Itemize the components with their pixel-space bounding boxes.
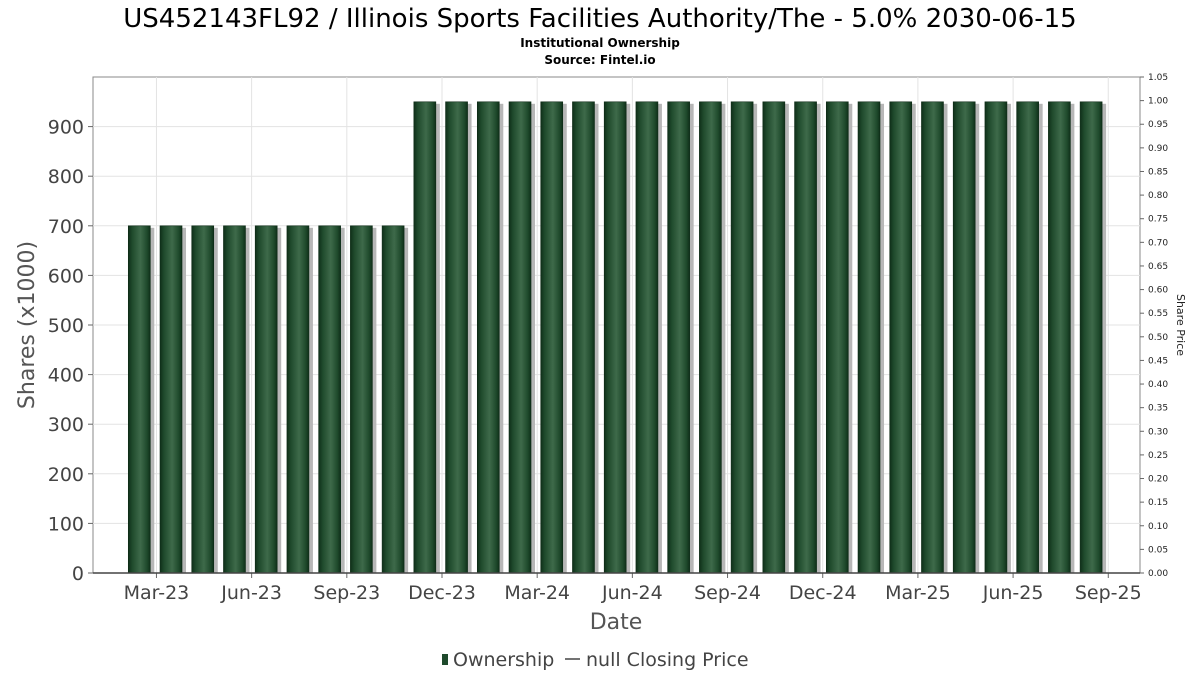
- left-tick-label: 200: [48, 464, 84, 486]
- left-tick-label: 800: [48, 166, 84, 188]
- left-tick-label: 400: [48, 365, 84, 387]
- right-tick-label: 0.80: [1148, 191, 1168, 201]
- bar: [794, 101, 817, 574]
- right-tick-label: 0.55: [1148, 309, 1168, 319]
- right-tick-label: 0.00: [1148, 569, 1168, 579]
- right-tick-label: 0.90: [1148, 144, 1168, 154]
- right-tick-label: 0.75: [1148, 215, 1168, 225]
- right-tick-label: 1.05: [1148, 73, 1168, 83]
- bar: [921, 101, 944, 574]
- bar: [889, 101, 913, 574]
- chart-subtitle-line-2: Source: Fintel.io: [544, 53, 655, 67]
- right-tick-label: 1.00: [1148, 97, 1168, 107]
- legend-closing-price-label: null Closing Price: [586, 649, 749, 671]
- bar: [540, 101, 564, 574]
- legend: Ownership null Closing Price: [442, 649, 749, 671]
- right-tick-label: 0.30: [1148, 427, 1168, 437]
- bar: [762, 101, 786, 574]
- left-tick-label: 600: [48, 265, 84, 287]
- x-axis-ticks: Mar-23 Jun-23 Sep-23 Dec-23 Mar-24 Jun-24 Sep-…: [124, 573, 1142, 604]
- x-tick-label: Mar-24: [504, 582, 570, 604]
- bar-series-ownership: [127, 101, 1107, 574]
- right-tick-label: 0.65: [1148, 262, 1168, 272]
- right-tick-label: 0.25: [1148, 451, 1168, 461]
- bar: [318, 225, 341, 574]
- x-axis-label: Date: [590, 610, 643, 635]
- bar: [223, 225, 246, 574]
- right-tick-label: 0.35: [1148, 404, 1168, 414]
- right-tick-label: 0.50: [1148, 333, 1168, 343]
- bar: [952, 101, 976, 574]
- bar: [254, 225, 278, 574]
- bar: [413, 101, 437, 574]
- bar: [825, 101, 849, 574]
- right-tick-label: 0.10: [1148, 522, 1168, 532]
- right-tick-label: 0.45: [1148, 356, 1168, 366]
- x-tick-label: Sep-23: [313, 582, 380, 604]
- y2-axis-label: Share Price: [1174, 294, 1187, 356]
- left-tick-label: 300: [48, 414, 84, 436]
- bar: [984, 101, 1008, 574]
- bar: [1048, 101, 1071, 574]
- bar: [857, 101, 881, 574]
- y-axis-label: Shares (x1000): [15, 241, 40, 409]
- right-tick-label: 0.05: [1148, 545, 1168, 555]
- bar: [286, 225, 310, 574]
- x-tick-label: Dec-23: [408, 582, 476, 604]
- bar: [476, 101, 500, 574]
- bar: [667, 101, 690, 574]
- bar: [159, 225, 183, 574]
- bar: [603, 101, 627, 574]
- bar: [572, 101, 595, 574]
- x-tick-label: Sep-25: [1075, 582, 1142, 604]
- left-tick-label: 700: [48, 216, 84, 238]
- bar: [381, 225, 405, 574]
- x-tick-label: Jun-25: [982, 582, 1044, 604]
- bar: [730, 101, 754, 574]
- legend-ownership-swatch: [442, 654, 448, 665]
- right-axis-ticks: 0.00 0.05 0.10 0.15 0.20 0.25 0.30 0.35 0.40 0.45…: [1140, 73, 1168, 579]
- chart-subtitle-line-1: Institutional Ownership: [520, 36, 680, 50]
- right-tick-label: 0.40: [1148, 380, 1168, 390]
- bar: [445, 101, 468, 574]
- bar: [350, 225, 373, 574]
- left-tick-label: 900: [48, 117, 84, 139]
- legend-ownership-label: Ownership: [453, 649, 554, 671]
- x-tick-label: Dec-24: [789, 582, 857, 604]
- chart-title: US452143FL92 / Illinois Sports Facilitie…: [123, 4, 1076, 34]
- bar: [699, 101, 722, 574]
- right-tick-label: 0.20: [1148, 475, 1168, 485]
- bar: [1079, 101, 1103, 574]
- right-tick-label: 0.15: [1148, 498, 1168, 508]
- x-tick-label: Jun-24: [601, 582, 663, 604]
- x-tick-label: Jun-23: [220, 582, 282, 604]
- right-tick-label: 0.95: [1148, 120, 1168, 130]
- x-tick-label: Mar-25: [885, 582, 951, 604]
- left-tick-label: 100: [48, 513, 84, 535]
- right-tick-label: 0.60: [1148, 286, 1168, 296]
- bar: [127, 225, 151, 574]
- x-tick-label: Mar-23: [124, 582, 190, 604]
- bar: [635, 101, 659, 574]
- bar: [191, 225, 215, 574]
- left-axis-ticks: 0 100 200 300 400 500 600 700 800 900: [48, 117, 93, 585]
- x-tick-label: Sep-24: [694, 582, 761, 604]
- bar: [508, 101, 532, 574]
- right-tick-label: 0.85: [1148, 167, 1168, 177]
- left-tick-label: 500: [48, 315, 84, 337]
- right-tick-label: 0.70: [1148, 238, 1168, 248]
- left-tick-label: 0: [72, 563, 84, 585]
- bar: [1016, 101, 1039, 574]
